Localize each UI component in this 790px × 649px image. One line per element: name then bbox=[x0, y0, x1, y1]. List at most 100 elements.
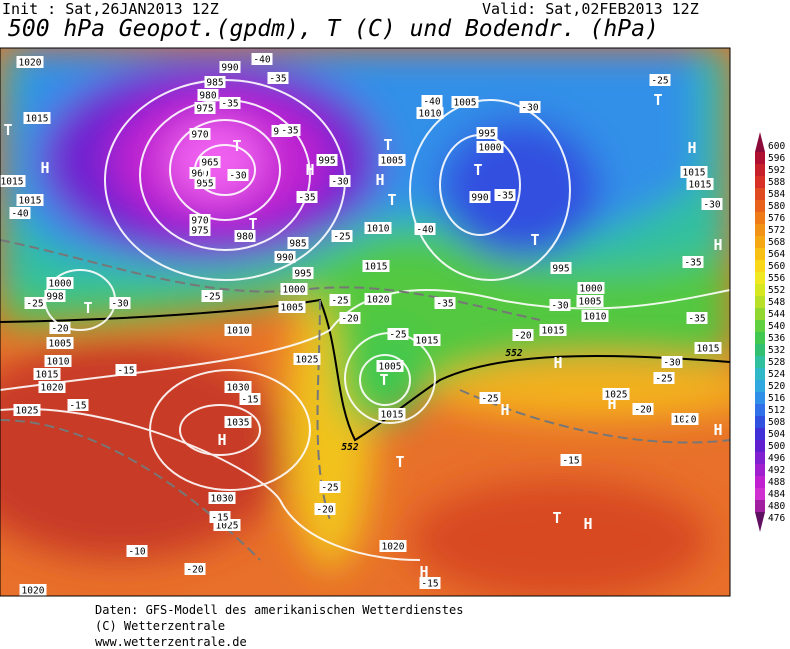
colorbar-cell bbox=[755, 320, 765, 332]
temperature-label-group: -20 bbox=[314, 503, 336, 516]
temperature-label-box bbox=[201, 290, 223, 302]
isobar-label: 955 bbox=[196, 179, 213, 190]
temperature-label-box bbox=[239, 393, 261, 405]
isobar-label-group: 1010 bbox=[416, 107, 444, 120]
isobar-label: 1010 bbox=[47, 357, 70, 368]
isobar-label: 1015 bbox=[381, 410, 404, 421]
isobar-label-group: 1000 bbox=[577, 282, 605, 295]
temperature-label-group: -25 bbox=[319, 481, 341, 494]
isobar-label: 1010 bbox=[227, 326, 250, 337]
isobar-label: 1020 bbox=[41, 383, 64, 394]
colorbar-label: 524 bbox=[768, 369, 785, 380]
isobar-label: 1015 bbox=[1, 177, 24, 188]
temperature-label: -25 bbox=[481, 394, 498, 405]
isobar-label-group: 1005 bbox=[376, 360, 404, 373]
temperature-label-group: -35 bbox=[494, 189, 516, 202]
isobar-label-group: 975 bbox=[189, 224, 211, 237]
pressure-center: T bbox=[232, 137, 241, 155]
pressure-center: T bbox=[473, 161, 482, 179]
colorbar-cell bbox=[755, 404, 765, 416]
isobar-label: 1035 bbox=[227, 418, 250, 429]
temperature-label: -25 bbox=[651, 76, 668, 87]
temperature-label-group: -40 bbox=[414, 223, 436, 236]
colorbar-label: 588 bbox=[768, 177, 785, 188]
temperature-label: -30 bbox=[551, 301, 568, 312]
isobar-label-group: 1015 bbox=[378, 408, 406, 421]
isobar-label-group: 1015 bbox=[0, 175, 26, 188]
colorbar-label: 552 bbox=[768, 285, 785, 296]
isobar-label-box bbox=[189, 214, 211, 226]
temperature-label: -35 bbox=[221, 99, 238, 110]
isobar-label-group: 990 bbox=[469, 191, 491, 204]
isobar-label-box bbox=[364, 222, 392, 234]
isobar-label: 995 bbox=[478, 129, 495, 140]
colorbar-cell bbox=[755, 284, 765, 296]
temperature-label: -30 bbox=[331, 177, 348, 188]
colorbar-cell bbox=[755, 132, 765, 152]
pressure-center: H bbox=[607, 395, 616, 413]
pressure-center: T bbox=[530, 231, 539, 249]
isobar-label: 980 bbox=[236, 232, 253, 243]
colorbar-label: 536 bbox=[768, 333, 785, 344]
footer-line: Daten: GFS-Modell des amerikanischen Wet… bbox=[95, 603, 464, 617]
contour-label: 552 bbox=[341, 442, 358, 453]
temperature-label: -25 bbox=[333, 232, 350, 243]
temperature-label-box bbox=[109, 297, 131, 309]
isobar-label: 970 bbox=[191, 130, 208, 141]
isobar-label-group: 960 bbox=[189, 167, 211, 180]
isobar-label: 1025 bbox=[605, 390, 628, 401]
colorbar-label: 520 bbox=[768, 381, 785, 392]
temperature-label-group: -35 bbox=[296, 191, 318, 204]
temperature-label: -30 bbox=[229, 171, 246, 182]
isobar-label-group: 1025 bbox=[13, 404, 41, 417]
isobar-label-box bbox=[194, 102, 216, 114]
isobar-label-group: 1035 bbox=[224, 416, 252, 429]
isobar-label-group: 1025 bbox=[293, 353, 321, 366]
colorbar-cell bbox=[755, 248, 765, 260]
isobar-label-group: 990 bbox=[274, 251, 296, 264]
isobar-label: 1005 bbox=[454, 98, 477, 109]
isobar-label: 1005 bbox=[579, 297, 602, 308]
pressure-center: H bbox=[500, 401, 509, 419]
colorbar-label: 568 bbox=[768, 237, 785, 248]
isobar-label-group: 1015 bbox=[680, 166, 708, 179]
isobar-label-box bbox=[602, 388, 630, 400]
isobar-label-box bbox=[274, 251, 296, 263]
pressure-center: H bbox=[305, 161, 314, 179]
isobar-label-box bbox=[539, 324, 567, 336]
isobar-label-group: 1010 bbox=[581, 310, 609, 323]
isobar-label-group: 1020 bbox=[364, 293, 392, 306]
isobar-label-group: 1025 bbox=[602, 388, 630, 401]
colorbar-cell bbox=[755, 428, 765, 440]
isobar-label-group: 970 bbox=[189, 128, 211, 141]
isobar-label-box bbox=[19, 584, 47, 596]
isobar-label-group: 1020 bbox=[379, 540, 407, 553]
isobar-label: 980 bbox=[199, 91, 216, 102]
isobar-label-group: 1010 bbox=[224, 324, 252, 337]
temperature-label: -20 bbox=[634, 405, 651, 416]
isobar-label-group: 955 bbox=[194, 177, 216, 190]
isobar-label-box bbox=[189, 224, 211, 236]
isobar-label-group: 1005 bbox=[378, 154, 406, 167]
pressure-center: H bbox=[553, 354, 562, 372]
colorbar-cell bbox=[755, 332, 765, 344]
isobar-label-group: 1015 bbox=[33, 368, 61, 381]
isobar-label-group: 1015 bbox=[694, 342, 722, 355]
isobar-label-box bbox=[189, 167, 211, 179]
isobar-label-group: 1005 bbox=[46, 337, 74, 350]
temperature-label-group: -25 bbox=[201, 290, 223, 303]
temperature-label-box bbox=[387, 328, 409, 340]
isobar-label-group: 995 bbox=[292, 267, 314, 280]
colorbar-cell bbox=[755, 440, 765, 452]
temperature-label-box bbox=[67, 399, 89, 411]
footer-line: www.wetterzentrale.de bbox=[95, 635, 247, 649]
colorbar-cell bbox=[755, 176, 765, 188]
temperature-label-box bbox=[560, 454, 582, 466]
isobar-label: 990 bbox=[221, 63, 238, 74]
isobar-label: 1010 bbox=[584, 312, 607, 323]
colorbar-label: 572 bbox=[768, 225, 785, 236]
colorbar-label: 556 bbox=[768, 273, 785, 284]
isobar-label-box bbox=[194, 177, 216, 189]
temperature-label-box bbox=[549, 299, 571, 311]
